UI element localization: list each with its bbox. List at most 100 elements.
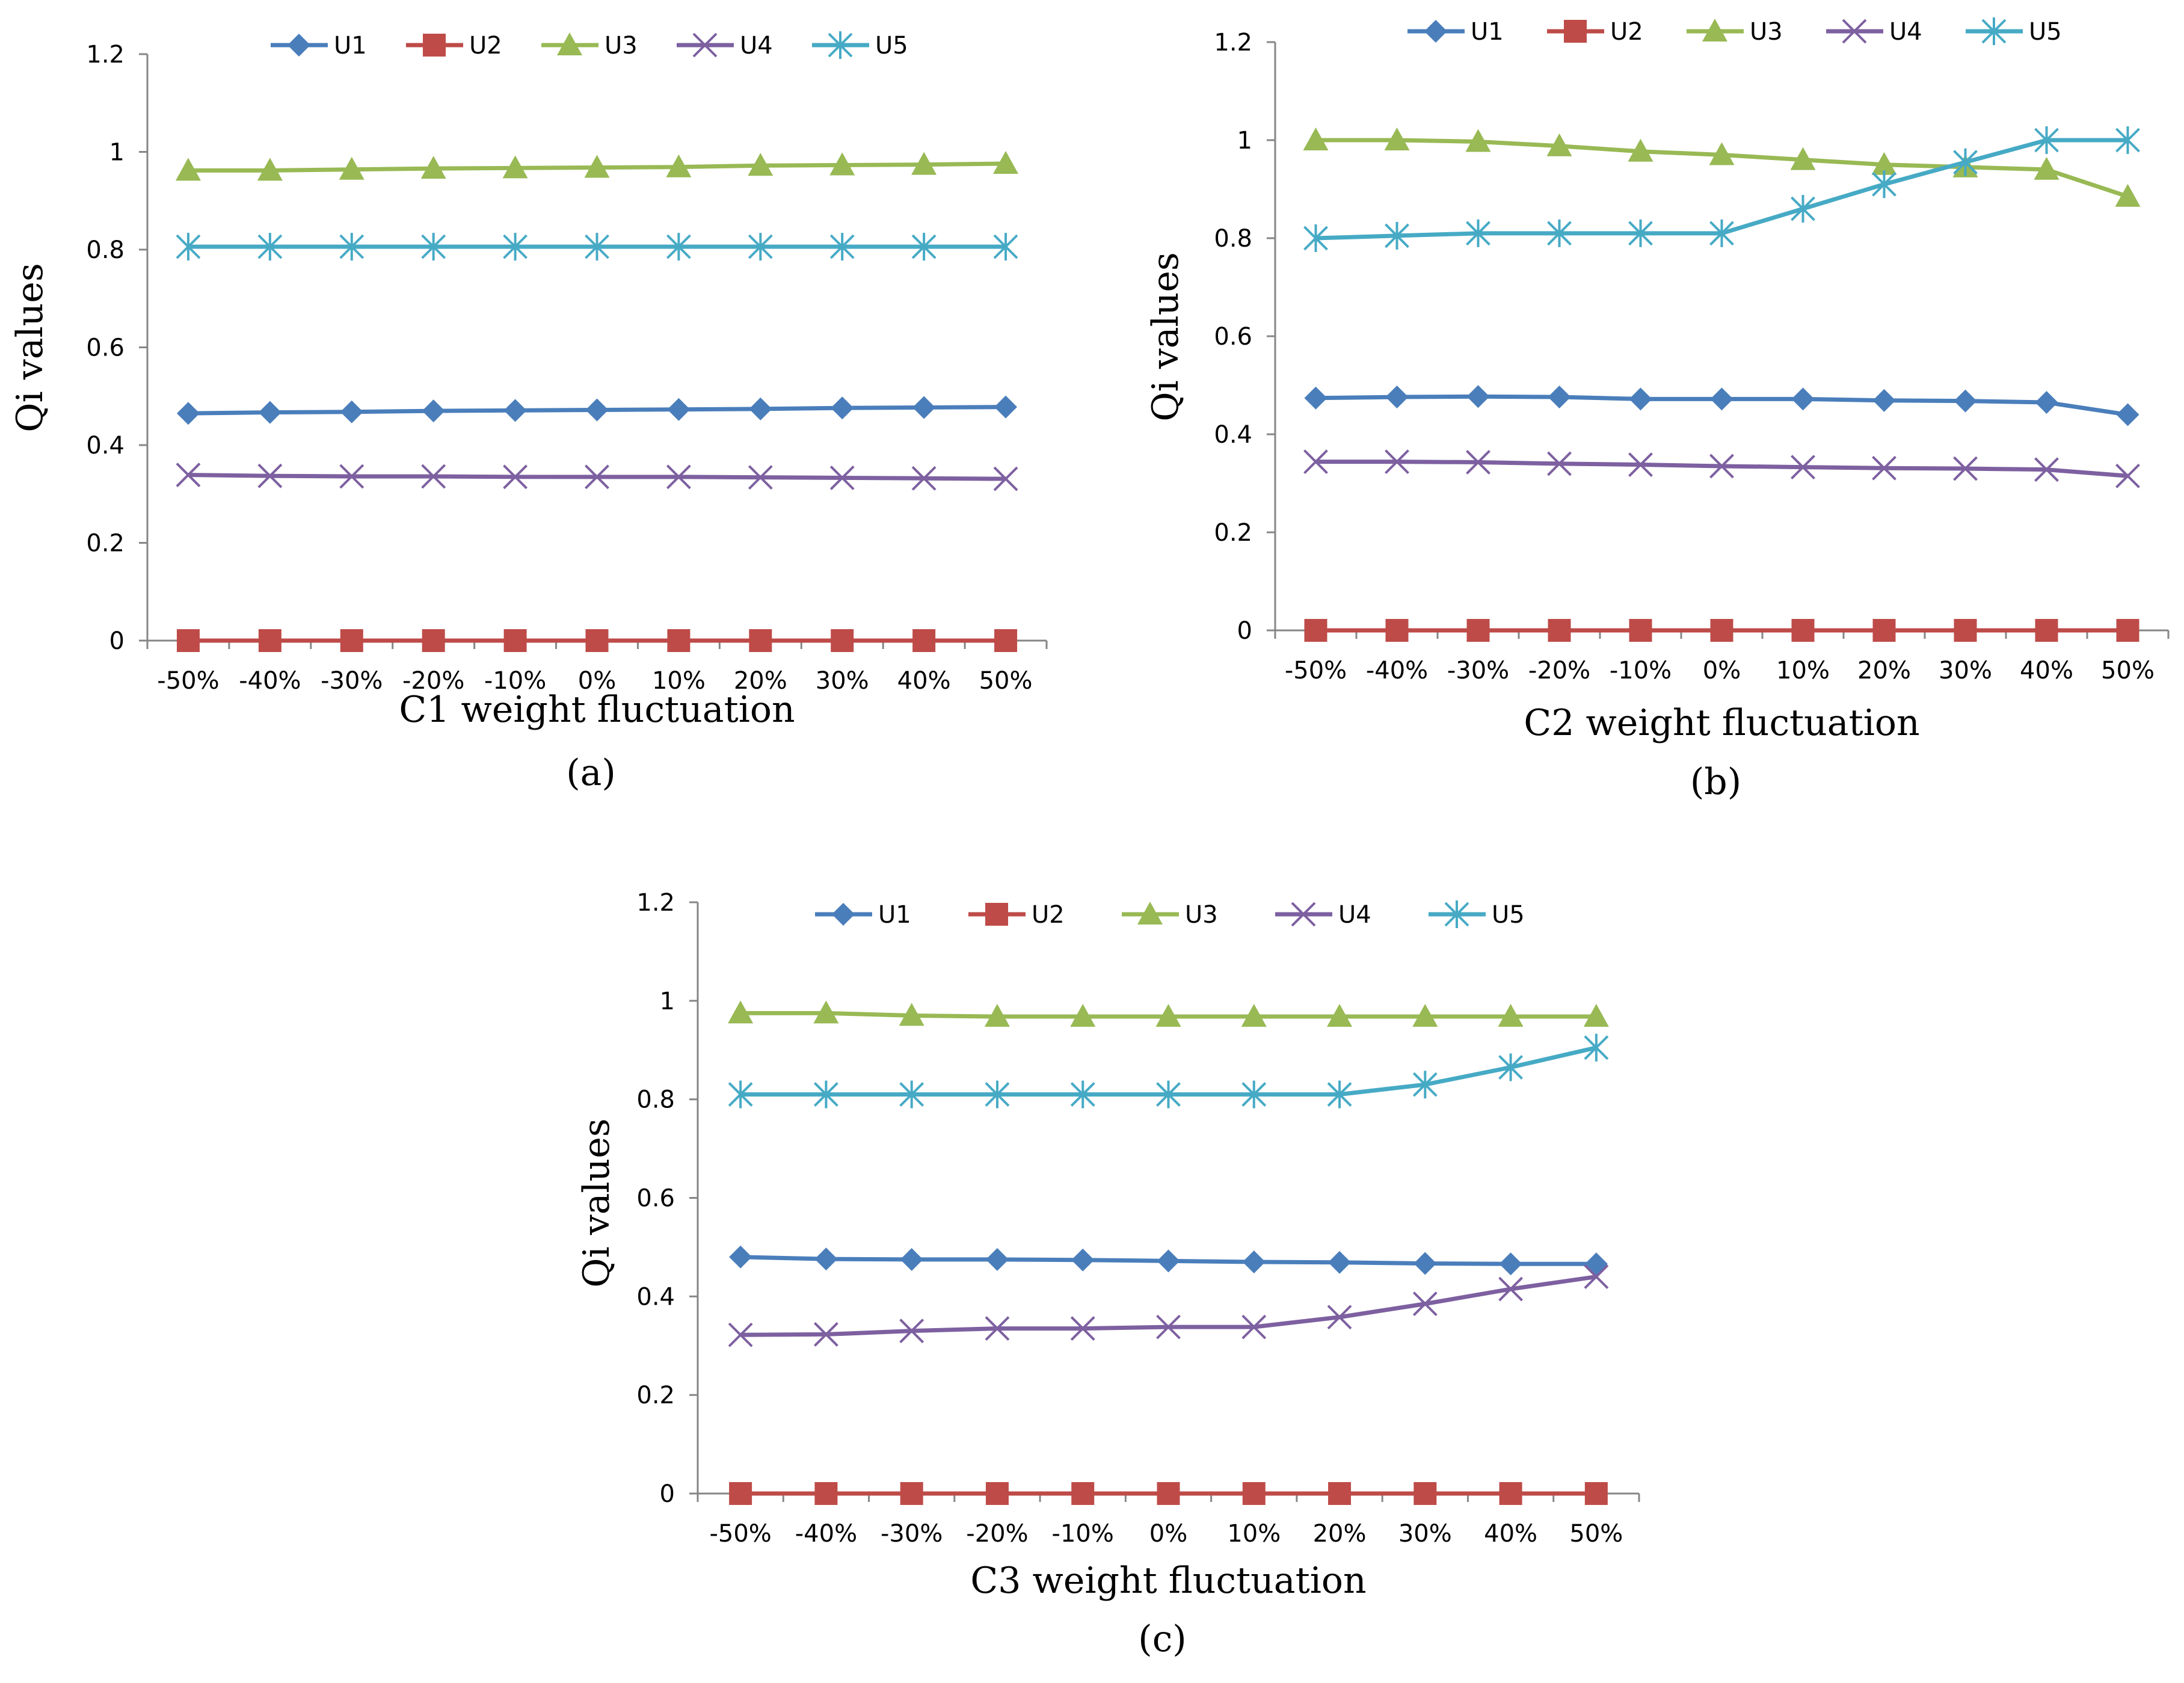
data-point — [1466, 450, 1490, 475]
data-point — [1242, 1250, 1266, 1273]
x-tick-label: 30% — [816, 667, 869, 695]
chart-c: 0 0.2 0.4 0.6 0.8 1 1.2 -50% -40% -30% -20% -10% 0% 1… — [576, 889, 1640, 1660]
data-point — [585, 464, 609, 490]
data-point — [1303, 224, 1328, 252]
legend-item-u2: U2 — [968, 901, 1065, 929]
x-tick-label: 50% — [2101, 657, 2155, 685]
data-point — [1498, 1053, 1524, 1081]
data-point — [1070, 1080, 1095, 1109]
x-tick-label: 20% — [1313, 1520, 1367, 1548]
legend-item-u1: U1 — [1407, 18, 1504, 46]
x-tick-label: -40% — [1366, 657, 1428, 685]
y-tick-label: 1 — [1237, 127, 1252, 155]
data-point — [1584, 1482, 1608, 1505]
marker-stroke — [985, 1316, 1010, 1341]
legend-item-u4: U4 — [1826, 18, 1922, 46]
data-point — [993, 151, 1019, 174]
data-point — [1303, 449, 1328, 475]
legend-label: U3 — [1750, 18, 1783, 46]
data-point — [1241, 1004, 1267, 1027]
data-point — [1548, 386, 1571, 409]
legend-marker — [423, 34, 446, 57]
x-tick-label: 20% — [734, 667, 787, 695]
x-axis-title: C3 weight fluctuation — [970, 1560, 1366, 1602]
x-tick-label: -20% — [402, 667, 464, 695]
data-point — [2115, 463, 2140, 488]
data-point — [1499, 1252, 1522, 1276]
marker-stroke — [1385, 449, 1409, 475]
x-tick-label: -10% — [484, 667, 546, 695]
x-tick-label: -50% — [157, 667, 219, 695]
data-point — [422, 629, 445, 652]
data-point — [175, 158, 201, 181]
y-tick-label: 1.2 — [86, 41, 125, 69]
data-point — [502, 155, 528, 179]
data-point — [257, 158, 283, 181]
data-point — [258, 629, 281, 652]
series-u1 — [1304, 385, 2139, 426]
legend-item-u5: U5 — [1966, 17, 2062, 46]
data-point — [1498, 1276, 1524, 1302]
data-point — [667, 629, 691, 652]
data-point — [585, 629, 609, 652]
data-point — [728, 1322, 753, 1347]
data-point — [503, 233, 528, 261]
data-point — [1466, 619, 1490, 642]
marker-stroke — [1241, 1314, 1267, 1340]
legend-label: U4 — [1889, 18, 1922, 46]
data-point — [339, 156, 365, 180]
data-point — [257, 463, 283, 488]
data-point — [1328, 1482, 1352, 1505]
legend-label: U5 — [1492, 901, 1525, 929]
data-point — [1791, 195, 1815, 223]
y-tick-label: 0.8 — [86, 236, 125, 264]
series-u2 — [1304, 619, 2139, 642]
data-point — [1465, 129, 1491, 152]
x-tick-label: -20% — [1528, 657, 1590, 685]
data-point — [748, 465, 773, 490]
x-tick-label: 10% — [652, 667, 706, 695]
data-point — [1303, 128, 1329, 150]
data-point — [2034, 156, 2059, 180]
marker-stroke — [666, 464, 691, 490]
legend-marker — [828, 31, 853, 59]
data-point — [1584, 1033, 1609, 1062]
data-point — [1628, 138, 1653, 162]
data-point — [729, 1245, 752, 1269]
series-u5 — [728, 1033, 1609, 1109]
legend-marker — [1702, 19, 1727, 42]
data-point — [421, 233, 446, 261]
marker-stroke — [1872, 455, 1896, 481]
data-point — [1385, 221, 1409, 250]
data-point — [666, 154, 692, 177]
marker-stroke — [1466, 450, 1490, 475]
data-point — [1327, 1004, 1353, 1027]
x-tick-label: 20% — [1857, 657, 1911, 685]
x-tick-label: 10% — [1776, 657, 1830, 685]
data-point — [994, 395, 1018, 419]
data-point — [1547, 451, 1572, 476]
data-point — [993, 466, 1018, 491]
x-tick-label: 30% — [1939, 657, 1992, 685]
chart-caption: (b) — [1690, 761, 1741, 803]
data-point — [749, 397, 772, 420]
data-point — [1070, 1004, 1096, 1027]
data-point — [2034, 457, 2059, 482]
y-tick-label: 0.8 — [1214, 225, 1252, 253]
data-point — [1412, 1004, 1438, 1027]
marker-stroke — [911, 466, 937, 491]
legend-item-u4: U4 — [1275, 901, 1371, 929]
data-point — [729, 1482, 752, 1505]
marker-stroke — [339, 464, 365, 489]
data-point — [1156, 1314, 1181, 1340]
data-point — [1304, 386, 1327, 410]
y-tick-label: 0.2 — [1214, 519, 1252, 547]
marker-stroke — [2115, 463, 2140, 488]
data-point — [1242, 1482, 1266, 1505]
data-point — [503, 399, 527, 422]
data-point — [993, 233, 1018, 261]
data-point — [1498, 1004, 1524, 1027]
x-tick-label: -30% — [881, 1520, 943, 1548]
data-point — [831, 629, 854, 652]
